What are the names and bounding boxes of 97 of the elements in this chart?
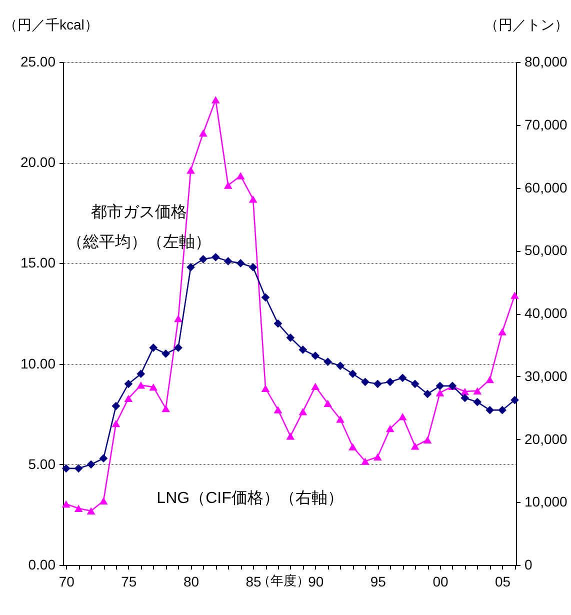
point [361,378,370,386]
point [286,432,295,440]
point [149,383,158,391]
point [324,400,332,408]
point [162,404,170,412]
y2-tick-label: 10,000 [524,494,568,510]
point [286,333,295,342]
point [112,420,120,428]
point [436,382,444,390]
point [62,464,70,473]
point [248,195,258,203]
x-tick-label: 95 [370,574,386,590]
point [498,328,506,336]
point [261,293,270,302]
point [274,406,282,414]
point [361,458,370,465]
point [199,254,208,264]
y-tick-label: 20.00 [20,154,56,170]
point [386,378,394,386]
point [186,166,195,174]
point [186,263,195,272]
point [211,96,220,104]
point [236,259,245,268]
point [99,454,108,463]
x-tick-label: 05 [495,574,511,590]
point [423,390,432,398]
point [298,408,308,416]
y2-tick-label: 20,000 [524,430,568,447]
point [199,129,208,137]
y-tick-label: 5.00 [28,456,56,472]
y2-tick-label: 40,000 [524,305,568,321]
y2-tick-label: 30,000 [524,368,568,384]
point [86,460,96,469]
point [486,376,494,384]
point [311,352,320,360]
point [410,442,420,450]
point [386,424,394,432]
point [248,263,258,272]
point [224,182,232,189]
point [486,406,494,414]
point [336,362,344,370]
point [136,370,146,378]
point [236,172,245,180]
y2-axis-title: （円／トン） [484,16,568,32]
point [99,497,108,504]
point [398,412,407,420]
point [311,382,320,390]
point [124,380,133,388]
x-tick-label: 75 [121,574,137,590]
point [473,387,482,394]
point [174,344,182,352]
point [136,382,146,389]
y-axis-title: （円／千kcal） [4,16,98,32]
x-tick-label: 70 [58,574,75,590]
point [298,346,308,354]
point [74,504,83,512]
point [62,500,70,508]
point [373,380,382,388]
y2-tick-label: 50,000 [524,242,568,258]
point [261,384,270,392]
point [460,394,470,402]
series-label: LNG（CIF価格）（右軸） [156,489,344,507]
y2-tick-label: 80,000 [524,54,568,70]
point [473,398,482,406]
point [224,257,232,266]
point [436,389,444,396]
point [149,344,158,352]
point [348,370,357,378]
point [373,453,382,460]
point [274,319,282,328]
point [498,406,506,414]
point [410,380,420,388]
x-tick-label: 00 [432,574,448,590]
y2-tick-label: 0 [524,556,532,572]
point [74,464,83,473]
y-tick-label: 15.00 [20,254,56,271]
point [423,436,432,444]
point [162,350,170,358]
x-tick-label: 85 [246,574,262,590]
point [112,402,120,410]
point [348,443,357,450]
x-tick-label: 90 [308,574,324,590]
y-tick-label: 0.00 [28,556,56,572]
x-tick-label: 80 [183,574,200,590]
point [336,416,344,423]
point [510,396,519,404]
point [398,374,407,382]
point [211,252,220,262]
point [86,507,96,515]
y2-tick-label: 60,000 [524,179,568,196]
point [124,394,133,402]
point [324,358,332,366]
y2-tick-label: 70,000 [524,116,568,132]
point [510,292,519,299]
y-tick-label: 10.00 [20,355,56,372]
y-tick-label: 25.00 [20,54,56,70]
point [174,314,182,322]
